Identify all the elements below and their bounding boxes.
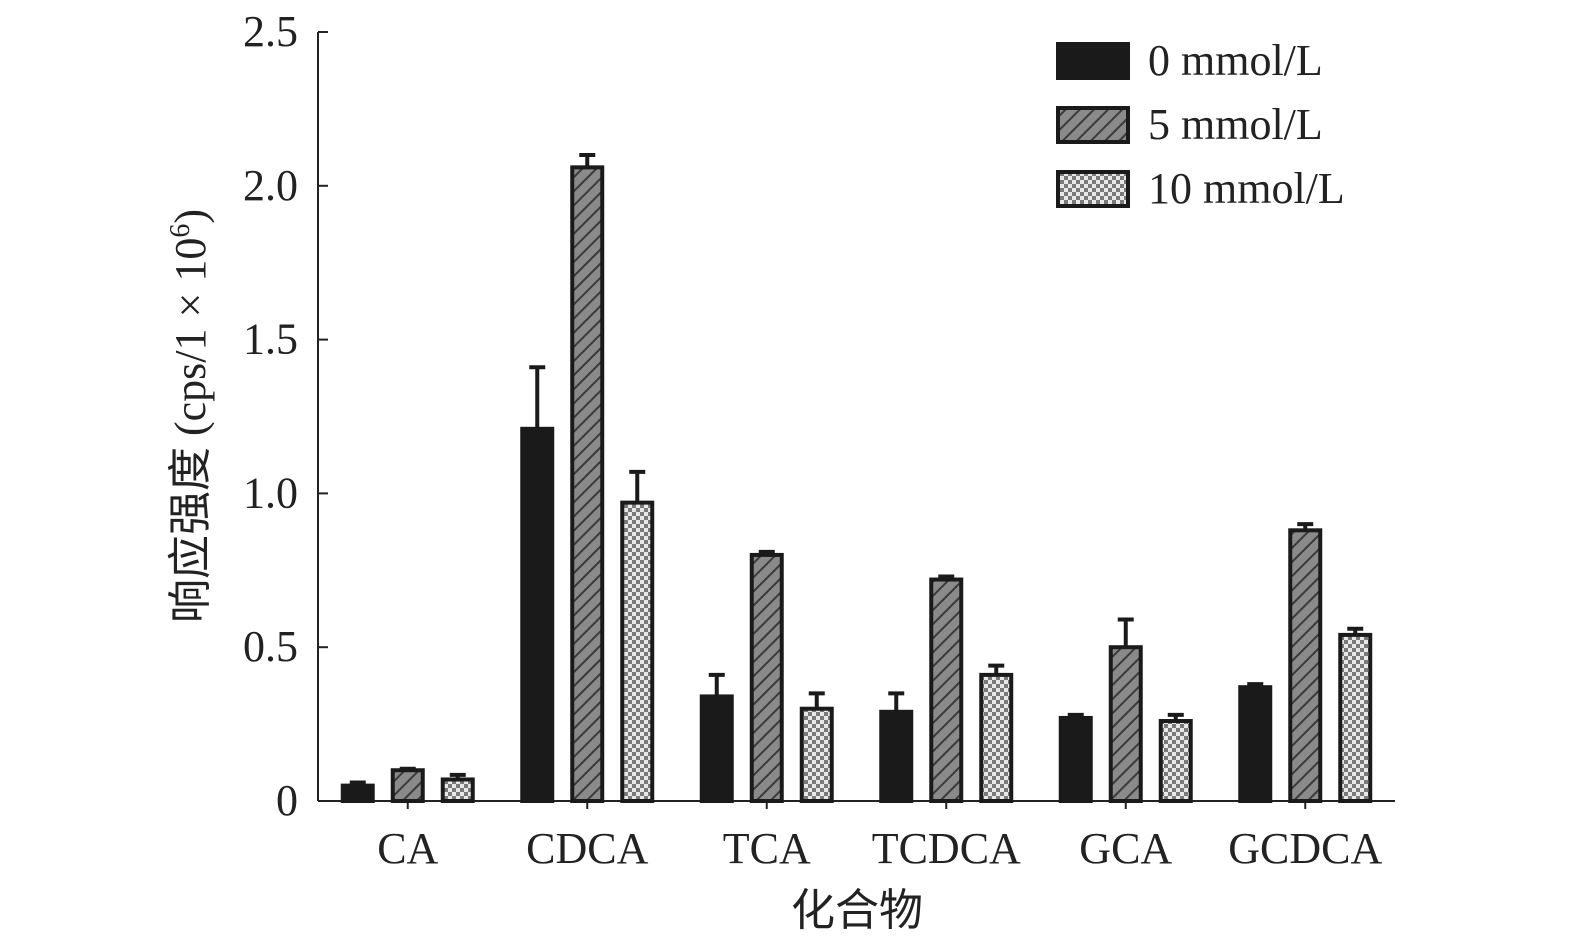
bar	[440, 777, 475, 804]
legend-label: 10 mmol/L	[1148, 164, 1345, 213]
bar	[1108, 645, 1143, 804]
y-tick-label: 1.5	[243, 315, 298, 364]
y-tick-label: 2.0	[243, 161, 298, 210]
bar	[979, 672, 1014, 803]
bar	[929, 577, 964, 804]
x-category-label: GCA	[1079, 824, 1172, 873]
y-axis-title: 响应强度 (cps/1 × 106)	[165, 209, 215, 623]
x-category-label: GCDCA	[1228, 824, 1382, 873]
y-tick-label: 2.5	[243, 7, 298, 56]
bar	[699, 694, 734, 804]
y-tick-label: 1.0	[243, 468, 298, 517]
legend-swatch	[1056, 170, 1130, 208]
bar	[620, 500, 655, 803]
y-axis-title-superscript: 6	[165, 224, 196, 238]
y-axis-title-main: 响应强度 (cps/1 × 10	[166, 238, 215, 623]
y-tick-label: 0	[276, 776, 298, 825]
bar	[390, 768, 425, 803]
legend-label: 5 mmol/L	[1148, 100, 1323, 149]
bar	[1158, 719, 1193, 803]
bar	[340, 783, 375, 803]
bar	[879, 709, 914, 804]
bar	[749, 552, 784, 803]
x-category-label: CDCA	[526, 824, 648, 873]
legend-label: 0 mmol/L	[1148, 36, 1323, 85]
bars	[340, 153, 1373, 804]
x-category-label: TCDCA	[872, 824, 1021, 873]
bar	[570, 165, 605, 803]
x-category-label: TCA	[723, 824, 811, 873]
x-category-label: CA	[377, 824, 438, 873]
bar	[1058, 715, 1093, 803]
bar	[799, 706, 834, 803]
bar	[1238, 685, 1273, 803]
y-tick-label: 0.5	[243, 622, 298, 671]
y-axis-title-close: )	[166, 209, 215, 224]
bar	[520, 426, 555, 803]
axes: 0 0.5 1.0 1.5 2.0 2.5 CA CDCA TCA TCDCA GCA GCDCA	[243, 7, 1395, 873]
x-axis-title: 化合物	[791, 886, 923, 935]
bar	[1288, 528, 1323, 803]
legend-swatch	[1056, 42, 1130, 80]
legend-swatch	[1056, 106, 1130, 144]
legend: 0 mmol/L 5 mmol/L 10 mmol/L	[1056, 36, 1345, 213]
bar	[1338, 632, 1373, 803]
